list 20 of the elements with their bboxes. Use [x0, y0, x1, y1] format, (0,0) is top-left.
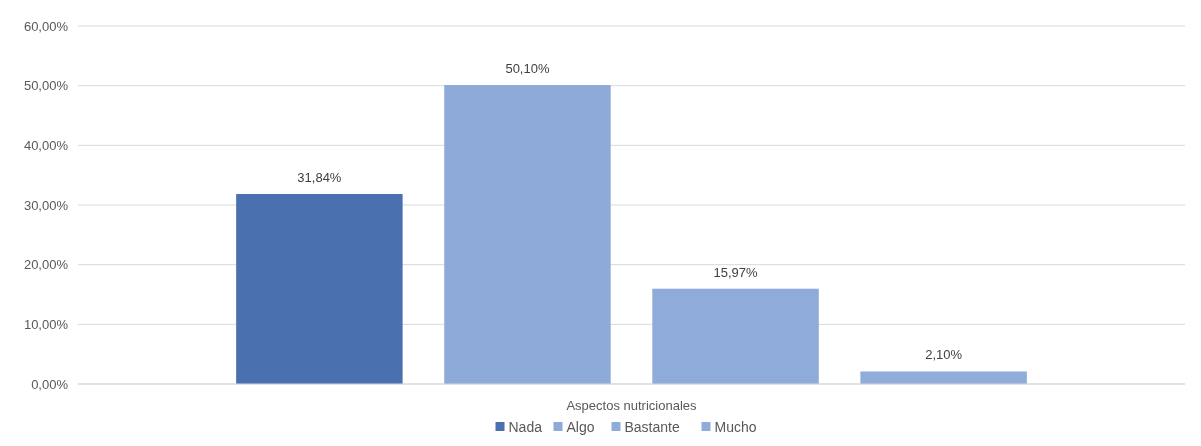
y-tick-label: 20,00%	[23, 257, 69, 273]
bar	[860, 371, 1027, 384]
data-label: 31,84%	[297, 170, 342, 186]
y-tick-label: 0,00%	[31, 376, 69, 392]
data-label: 50,10%	[505, 61, 550, 77]
y-tick-label: 50,00%	[23, 78, 69, 94]
legend-label: Bastante	[624, 419, 680, 435]
bar	[236, 194, 403, 384]
legend-label: Algo	[566, 419, 595, 435]
x-tick-label: Aspectos nutricionales	[566, 398, 698, 413]
data-label: 2,10%	[925, 347, 963, 363]
data-label: 15,97%	[713, 264, 759, 280]
bar	[444, 85, 611, 384]
legend-label: Mucho	[714, 419, 757, 435]
legend-label: Nada	[508, 419, 543, 435]
bar	[652, 288, 819, 384]
y-tick-label: 60,00%	[23, 18, 69, 34]
y-tick-label: 40,00%	[23, 137, 69, 153]
y-tick-label: 30,00%	[23, 197, 69, 213]
y-tick-label: 10,00%	[23, 316, 69, 332]
